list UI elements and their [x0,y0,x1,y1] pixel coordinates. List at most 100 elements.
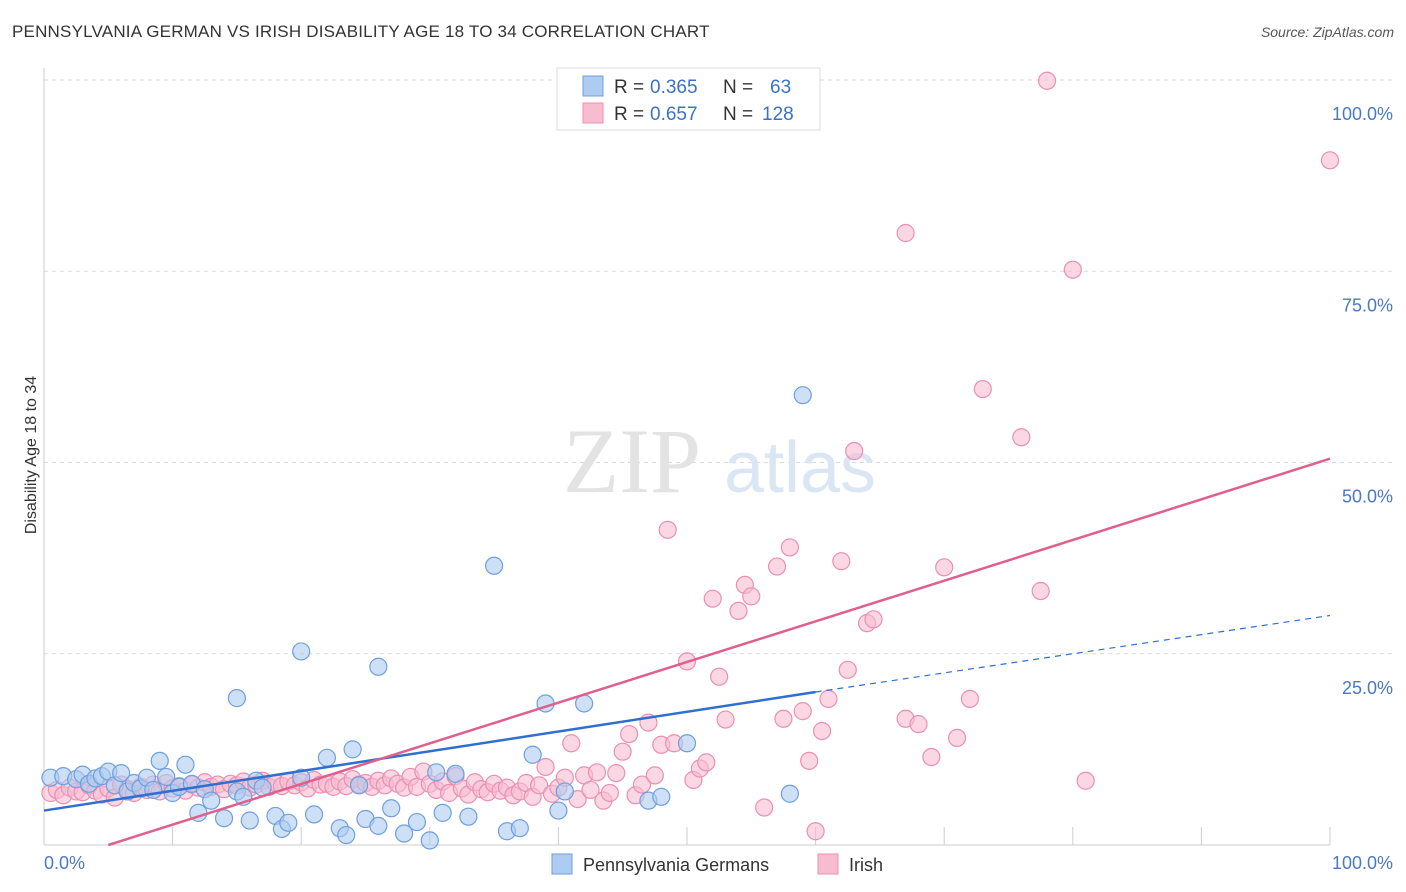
pennsylvania-german-point-36 [304,805,324,824]
irish-point-81 [562,734,581,753]
pennsylvania-german-point-19 [176,755,195,774]
pennsylvania-german-point-41 [349,776,369,795]
irish-point-124 [909,715,928,734]
irish-point-85 [587,763,607,782]
pennsylvania-german-point-26 [227,689,246,708]
x-tick-label-1: 100.0% [1332,853,1393,873]
pennsylvania-german-point-9 [112,763,131,783]
watermark-atlas: atlas [724,428,876,508]
pennsylvania-german-point-49 [427,763,446,782]
pennsylvania-german-point-64 [793,386,812,405]
irish-point-92 [632,775,652,794]
pennsylvania-german-point-50 [433,803,452,822]
legend-r-value-pink: 0.657 [650,104,698,125]
series-legend: Pennsylvania Germans Irish [551,853,883,875]
pennsylvania-german-point-56 [523,745,542,764]
irish-point-122 [896,223,915,243]
pennsylvania-german-point-39 [337,825,356,845]
irish-point-76 [530,776,549,795]
irish-point-87 [600,783,619,803]
series-legend-swatch-pink [817,853,839,875]
trend-lines [43,457,1331,847]
irish-point-96 [658,520,677,539]
pennsylvania-german-trend-extension [815,614,1331,693]
series-legend-swatch-blue [551,853,573,875]
irish-point-89 [613,742,632,761]
irish-point-117 [832,552,851,571]
irish-point-107 [742,587,761,606]
pennsylvania-german-points [41,386,812,850]
pennsylvania-german-point-15 [150,751,169,770]
watermark-zip: ZIP [563,410,701,512]
legend-n-value-blue: 63 [770,77,791,98]
pennsylvania-german-point-47 [407,812,427,832]
irish-point-115 [812,721,832,741]
pennsylvania-german-point-40 [343,740,362,759]
pennsylvania-german-point-34 [292,642,311,661]
irish-point-132 [1037,71,1057,90]
legend-r-label-pink: R = [614,104,644,125]
irish-point-109 [767,557,787,576]
irish-point-102 [703,589,722,608]
pennsylvania-german-point-45 [382,799,401,818]
irish-point-135 [1320,151,1340,170]
irish-point-113 [800,751,819,770]
legend-n-label-pink: N = [723,104,753,125]
x-tick-label-0: 0.0% [44,853,85,873]
irish-point-84 [581,780,600,800]
pennsylvania-german-point-52 [459,807,478,826]
irish-point-105 [729,601,748,621]
legend-n-label-blue: N = [723,77,753,98]
pennsylvania-german-point-37 [317,748,337,767]
irish-point-110 [774,709,793,728]
chart-source: Source: ZipAtlas.com [1260,24,1394,40]
irish-point-108 [755,798,774,817]
irish-point-111 [780,538,799,557]
irish-point-134 [1076,771,1095,790]
pennsylvania-german-point-28 [240,811,259,830]
grid-lines [44,79,1392,655]
irish-point-126 [935,558,954,577]
irish-point-131 [1031,581,1050,601]
irish-point-130 [1012,428,1031,447]
irish-point-104 [716,710,735,729]
pennsylvania-german-point-65 [780,784,799,803]
y-tick-label-2: 75.0% [1342,295,1393,315]
irish-point-88 [607,763,626,783]
legend-n-value-pink: 128 [762,104,794,125]
series-legend-label-pink: Irish [849,855,883,875]
pennsylvania-german-point-24 [214,809,234,828]
pennsylvania-german-point-48 [420,831,439,850]
legend-r-value-blue: 0.365 [650,77,698,98]
legend-swatch-blue [582,75,604,97]
y-tick-label-3: 100.0% [1332,104,1393,124]
pennsylvania-german-point-55 [510,819,529,838]
pennsylvania-german-point-43 [369,657,388,676]
irish-point-128 [960,689,980,708]
watermark: ZIP atlas [563,410,876,512]
irish-point-114 [806,822,825,841]
y-axis-label: Disability Age 18 to 34 [23,376,40,534]
pennsylvania-german-point-59 [555,782,574,801]
chart-title: PENNSYLVANIA GERMAN VS IRISH DISABILITY … [12,22,710,41]
pennsylvania-german-point-63 [677,734,697,753]
irish-point-119 [845,441,864,461]
pennsylvania-german-point-23 [202,791,221,810]
irish-point-116 [819,689,838,708]
irish-point-133 [1063,260,1082,279]
irish-point-127 [947,728,967,748]
irish-point-125 [922,747,941,767]
irish-point-90 [620,724,639,744]
legend-r-label-blue: R = [614,77,644,98]
irish-point-112 [793,702,812,721]
pennsylvania-german-point-51 [446,764,465,783]
tick-labels: 25.0% 50.0% 75.0% 100.0% 0.0% 100.0% [44,104,1393,873]
pennsylvania-german-point-46 [394,824,414,843]
irish-trend-line [107,457,1331,847]
stats-legend: R = 0.365 N = 63 R = 0.657 N = 128 [556,67,821,131]
pennsylvania-german-point-53 [485,556,504,575]
irish-point-94 [645,766,664,785]
series-legend-label-blue: Pennsylvania Germans [583,855,769,875]
irish-point-101 [697,753,716,772]
